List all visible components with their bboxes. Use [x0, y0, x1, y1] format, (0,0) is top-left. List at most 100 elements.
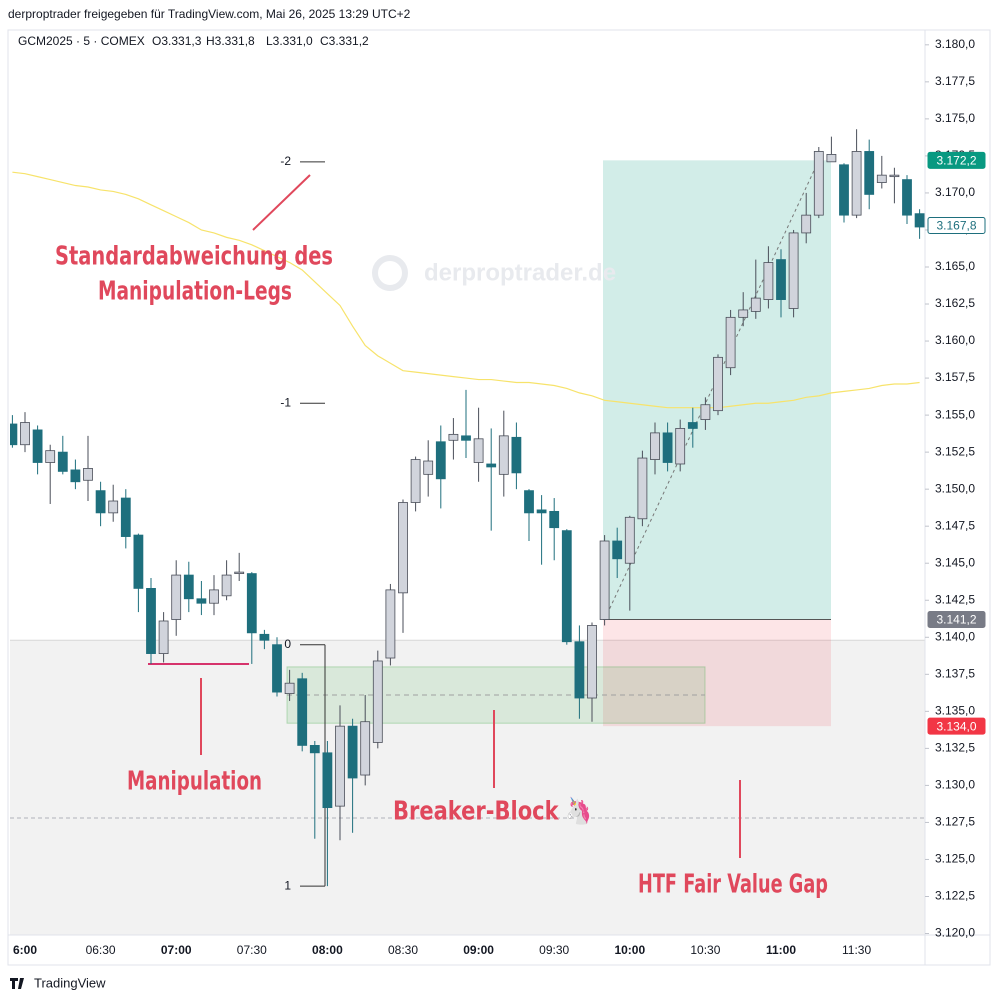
y-tick-label: 3.162,5	[935, 296, 975, 310]
candle-body	[914, 213, 925, 228]
candle-body	[549, 510, 560, 529]
y-tick-label: 3.152,5	[935, 444, 975, 458]
candle-body	[813, 151, 824, 216]
annotation: Breaker-Block 🦄	[393, 796, 592, 827]
symbol: GCM2025 · 5 · COMEX	[18, 34, 145, 48]
candle-body	[700, 404, 711, 420]
y-tick-label: 3.180,0	[935, 37, 975, 51]
annotation: Standardabweichung des	[55, 242, 333, 272]
annotation: Manipulation	[127, 767, 262, 797]
candle-body	[309, 745, 320, 754]
fib-label: 1	[284, 878, 291, 892]
x-tick-label: 6:00	[13, 943, 37, 957]
candle-body	[486, 463, 497, 468]
candle-body	[826, 154, 837, 163]
price-label: 3.141,2	[936, 613, 976, 627]
candle-body	[876, 174, 887, 183]
price-label: 3.167,8	[936, 219, 976, 233]
x-tick-label: 08:00	[312, 943, 343, 957]
y-tick-label: 3.135,0	[935, 704, 975, 718]
annotation: Manipulation-Legs	[98, 277, 292, 307]
candle-body	[32, 429, 43, 463]
pointer	[252, 174, 311, 231]
candle-body	[196, 598, 207, 604]
candle-body	[536, 509, 547, 514]
candle-body	[461, 435, 471, 441]
candle-body	[234, 571, 245, 574]
x-tick-label: 09:30	[539, 943, 569, 957]
candle-body	[763, 262, 774, 300]
candle-body	[851, 151, 862, 216]
candle-body	[209, 589, 219, 604]
candle-body	[120, 497, 131, 537]
candle-body	[297, 678, 308, 746]
plot	[10, 129, 925, 935]
candle-body	[750, 297, 761, 312]
price-label-box	[927, 717, 986, 735]
candle-body	[713, 356, 723, 412]
price-label-box	[927, 217, 986, 235]
candle-body	[587, 625, 597, 699]
y-tick-label: 3.120,0	[935, 926, 975, 940]
y-tick-label: 3.150,0	[935, 481, 975, 495]
candle-body	[435, 441, 446, 480]
overlay-line	[12, 171, 920, 409]
candle-body	[839, 164, 849, 216]
annotation: HTF Fair Value Gap	[638, 870, 828, 900]
y-tick-label: 3.155,0	[935, 407, 975, 421]
x-tick-label: 11:30	[842, 943, 871, 957]
candle-body	[398, 502, 408, 594]
candle-body	[801, 214, 812, 234]
candle-body	[889, 174, 900, 178]
candle-body	[322, 752, 333, 809]
candle-body	[423, 460, 434, 475]
candle-body	[637, 457, 648, 520]
candle-body	[45, 450, 56, 463]
candle-body	[10, 423, 18, 446]
header-title: derproptrader freigegeben für TradingVie…	[8, 7, 411, 21]
y-tick-label: 3.132,5	[935, 741, 975, 755]
candle-body	[95, 490, 106, 514]
candle-body	[675, 428, 686, 465]
candle-body	[83, 468, 93, 481]
candle-body	[902, 179, 912, 216]
candle-body	[511, 436, 522, 474]
candle-body	[372, 660, 383, 743]
x-tick-label: 06:30	[86, 943, 116, 957]
candle-body	[662, 432, 673, 463]
ohlc: C3.331,2	[320, 34, 369, 48]
y-tick-label: 3.142,5	[935, 592, 975, 606]
candle-body	[624, 516, 635, 564]
candle-body	[259, 633, 270, 641]
y-tick-label: 3.177,5	[935, 74, 975, 88]
price-label: 3.172,2	[936, 154, 976, 168]
y-tick-label: 3.130,0	[935, 778, 975, 792]
x-tick-label: 08:30	[388, 943, 418, 957]
candle-body	[738, 309, 749, 318]
y-tick-label: 3.175,0	[935, 111, 975, 125]
candle-body	[788, 232, 799, 309]
fib-label: -1	[280, 395, 291, 409]
candle-body	[171, 574, 182, 620]
candle-body	[284, 682, 295, 694]
candle-body	[687, 422, 698, 429]
x-tick-label: 07:00	[161, 943, 192, 957]
x-tick-label: 10:30	[690, 943, 720, 957]
price-label: 3.134,0	[936, 719, 976, 733]
candle-body	[650, 432, 660, 460]
candle-body	[57, 451, 68, 472]
x-tick-label: 10:00	[614, 943, 645, 957]
y-tick-label: 3.125,0	[935, 852, 975, 866]
candle-body	[410, 459, 421, 503]
tv-logo	[10, 978, 24, 989]
candle-body	[385, 589, 396, 659]
watermark: derproptrader.de	[424, 259, 616, 286]
stop-zone	[603, 619, 831, 727]
x-tick-label: 09:00	[463, 943, 494, 957]
candle-body	[146, 588, 156, 654]
candle-body	[158, 620, 169, 654]
y-tick-label: 3.122,5	[935, 889, 975, 903]
candle-body	[183, 574, 194, 600]
candle-body	[561, 530, 572, 643]
